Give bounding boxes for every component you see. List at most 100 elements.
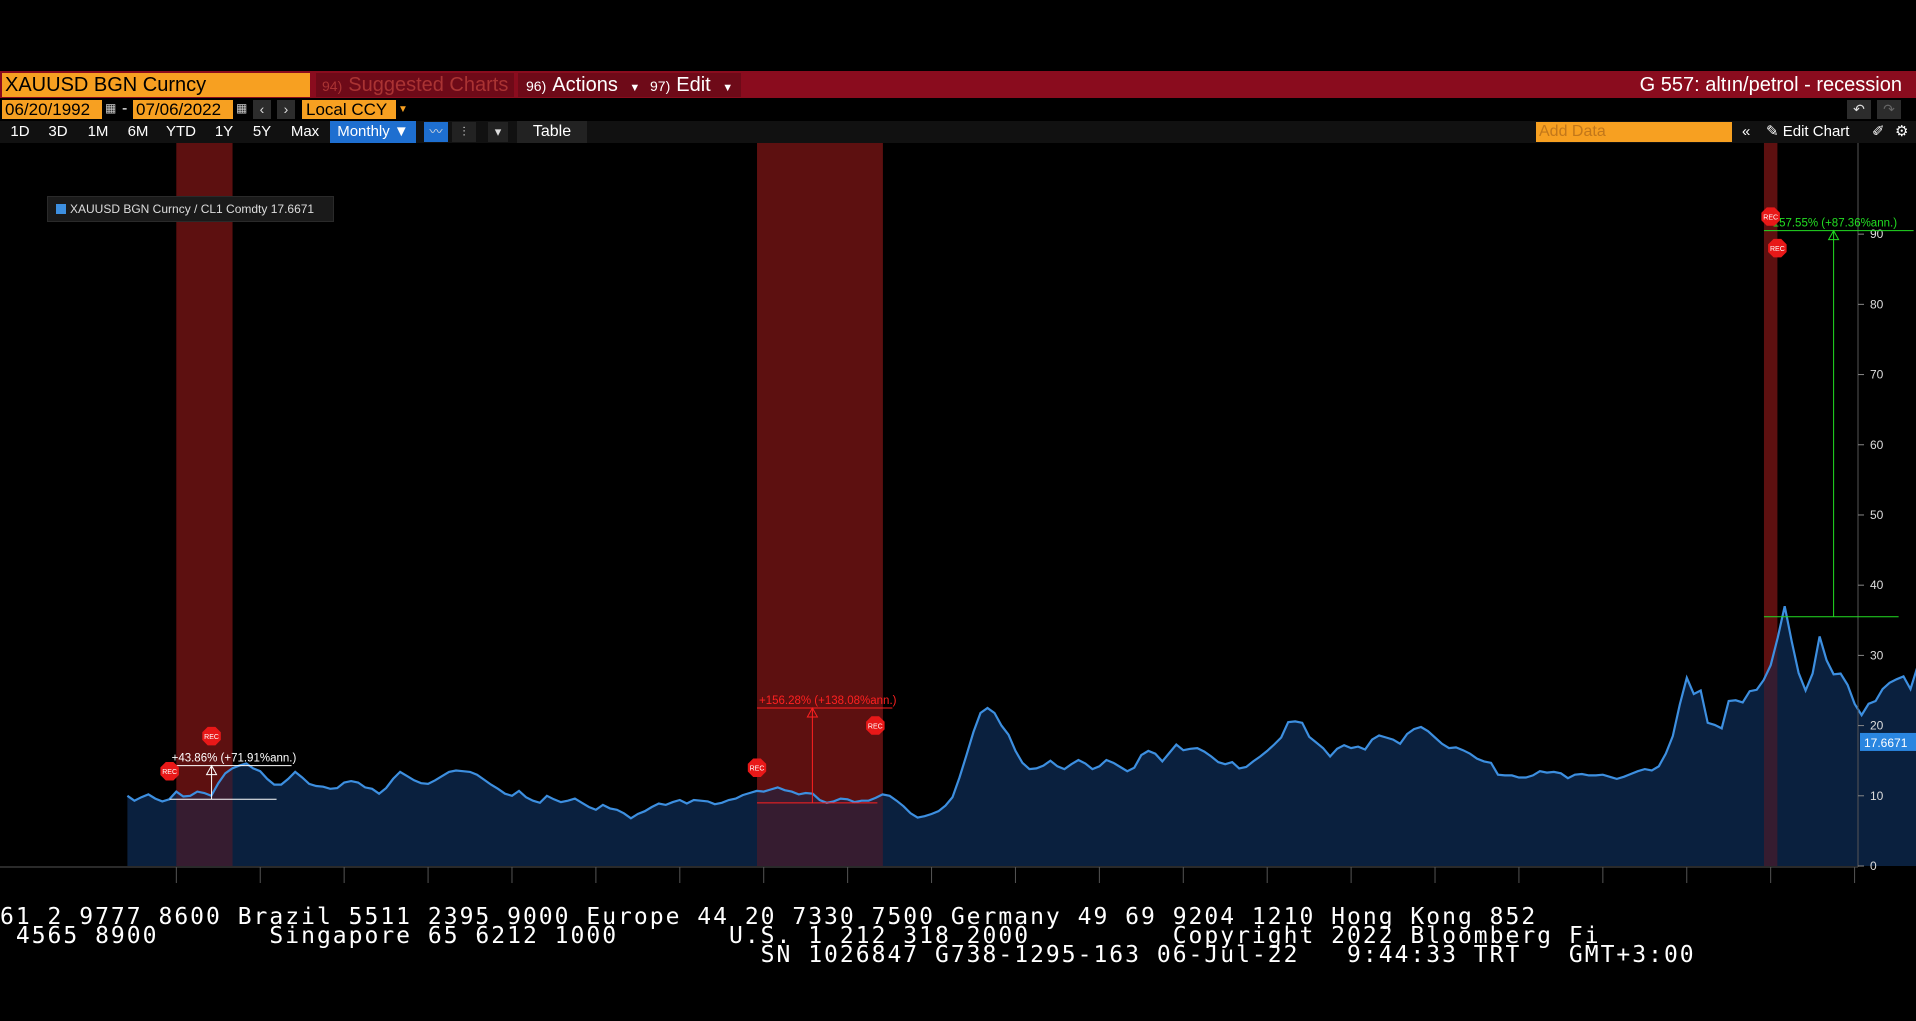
recession-band-overlay — [1763, 143, 1778, 866]
edit-label: Edit — [676, 74, 711, 96]
prev-arrow-icon[interactable]: ‹ — [253, 100, 271, 119]
x-tick-label: 2021 — [1883, 882, 1910, 883]
suggested-charts-label: Suggested Charts — [348, 74, 509, 96]
annotation-label: +156.28% (+138.08%ann.) — [759, 695, 897, 707]
currency-value: Local CCY — [306, 100, 388, 119]
series-line — [126, 605, 1916, 820]
recession-marker — [202, 726, 221, 746]
actions-number: 96) — [526, 78, 547, 94]
y-tick-label: 20 — [1870, 719, 1884, 733]
chevron-down-icon: ▼ — [722, 82, 734, 94]
currency-select[interactable]: Local CCY ▼ — [302, 100, 410, 119]
range-1d-button[interactable]: 1D — [10, 123, 30, 140]
suggested-charts-button[interactable]: 94) Suggested Charts — [316, 73, 515, 97]
y-tick-label: 30 — [1870, 648, 1884, 662]
recession-band-overlay — [176, 143, 233, 866]
x-tick-label: 2018 — [1631, 882, 1658, 883]
redo-icon[interactable]: ↷ — [1877, 100, 1901, 119]
annotation-label: +43.86% (+71.91%ann.) — [172, 753, 297, 765]
chevron-down-icon[interactable]: ▾ — [488, 122, 508, 142]
chart-legend: XAUUSD BGN Curncy / CL1 Comdty 17.6671 — [47, 196, 334, 222]
x-tick-label: 2019 — [1715, 882, 1742, 883]
y-tick-label: 50 — [1870, 508, 1884, 522]
y-tick-label: 0 — [1870, 859, 1877, 873]
chart-title: G 557: altın/petrol - recession — [1639, 74, 1902, 96]
x-tick-label: 2001 — [205, 882, 232, 883]
recession-marker — [1768, 238, 1787, 258]
series-area — [127, 606, 1916, 866]
x-tick-label: 2020 — [1799, 882, 1826, 883]
range-5y-button[interactable]: 5Y — [252, 123, 272, 140]
y-tick-label: 70 — [1870, 368, 1884, 382]
recession-marker-label: REC — [750, 766, 765, 773]
gear-icon[interactable]: ⚙ — [1895, 123, 1909, 140]
frequency-value: Monthly — [337, 123, 390, 140]
x-tick-label: 2008 — [792, 882, 819, 883]
range-3d-button[interactable]: 3D — [48, 123, 68, 140]
ticker-line-3: SN 1026847 G738-1295-163 06-Jul-22 9:44:… — [0, 942, 1696, 968]
range-1y-button[interactable]: 1Y — [214, 123, 234, 140]
end-date-input[interactable]: 07/06/2022 — [133, 100, 233, 119]
next-arrow-icon[interactable]: › — [277, 100, 295, 119]
x-tick-label: 2013 — [1212, 882, 1239, 883]
undo-icon[interactable]: ↶ — [1847, 100, 1871, 119]
collapse-icon[interactable]: « — [1742, 123, 1751, 140]
annotation-arrow — [1827, 229, 1840, 241]
range-toolbar — [0, 121, 1916, 143]
recession-band — [757, 143, 883, 866]
chevron-down-icon: ▼ — [629, 82, 641, 94]
security-input[interactable]: XAUUSD BGN Curncy — [2, 73, 310, 97]
recession-marker — [1761, 207, 1780, 226]
recession-band — [176, 143, 233, 866]
x-tick-label: 2017 — [1548, 882, 1575, 883]
x-tick-label: 2003 — [373, 882, 400, 883]
edit-button[interactable]: 97) Edit ▼ — [642, 73, 742, 97]
calendar-icon[interactable]: ▦ — [105, 101, 117, 115]
frequency-select[interactable]: Monthly ▼ — [330, 121, 416, 143]
annotate-icon[interactable]: ✐ — [1872, 123, 1885, 140]
chevron-down-icon: ▼ — [396, 100, 410, 119]
legend-label: XAUUSD BGN Curncy / CL1 Comdty 17.6671 — [70, 202, 315, 216]
ticker-line-2: 4565 8900 Singapore 65 6212 1000 U.S. 1 … — [0, 923, 1601, 949]
ticker-line-1: 61 2 9777 8600 Brazil 5511 2395 9000 Eur… — [0, 904, 1538, 930]
table-button[interactable]: Table — [517, 121, 587, 143]
x-tick-label: 2005 — [541, 882, 568, 883]
x-tick-label: 2016 — [1464, 882, 1491, 883]
candlestick-icon[interactable]: ⫶ — [452, 122, 476, 142]
recession-band-overlay — [757, 143, 883, 866]
recession-marker — [747, 758, 767, 777]
range-max-button[interactable]: Max — [290, 123, 320, 140]
range-1m-button[interactable]: 1M — [87, 123, 109, 140]
x-tick-label: 2006 — [624, 882, 651, 883]
recession-marker-label: REC — [162, 769, 177, 776]
line-chart-icon[interactable]: 〰 — [424, 122, 448, 142]
edit-number: 97) — [650, 78, 671, 94]
y-tick-label: 10 — [1870, 789, 1884, 803]
recession-marker-label: REC — [204, 734, 219, 741]
calendar-icon[interactable]: ▦ — [236, 101, 248, 115]
suggested-charts-number: 94) — [322, 78, 343, 94]
x-tick-label: 2011 — [1045, 882, 1071, 883]
x-tick-label: 2004 — [457, 882, 484, 883]
recession-marker-label: REC — [1763, 215, 1778, 222]
recession-marker-label: REC — [1770, 246, 1785, 253]
edit-chart-button[interactable]: ✎ Edit Chart — [1766, 121, 1849, 143]
x-tick-label: 2002 — [289, 882, 316, 883]
caret-down-icon: ▼ — [393, 123, 409, 140]
y-tick-label: 60 — [1870, 438, 1884, 452]
y-tick-label: 40 — [1870, 578, 1884, 592]
actions-button[interactable]: 96) Actions ▼ — [518, 73, 649, 97]
recession-marker-label: REC — [868, 724, 883, 731]
recession-marker — [866, 716, 885, 735]
last-value-badge — [1860, 732, 1916, 751]
range-ytd-button[interactable]: YTD — [166, 123, 196, 140]
add-data-input[interactable]: Add Data — [1536, 122, 1732, 142]
start-date-input[interactable]: 06/20/1992 — [2, 100, 102, 119]
recession-marker — [160, 762, 179, 781]
date-row — [0, 99, 1916, 121]
x-tick-label: 2009 — [876, 882, 903, 883]
x-tick-label: 2012 — [1128, 882, 1155, 883]
chart: 2001200220032004200520062007200820092010… — [0, 143, 1916, 883]
legend-swatch — [56, 204, 66, 214]
range-6m-button[interactable]: 6M — [127, 123, 149, 140]
